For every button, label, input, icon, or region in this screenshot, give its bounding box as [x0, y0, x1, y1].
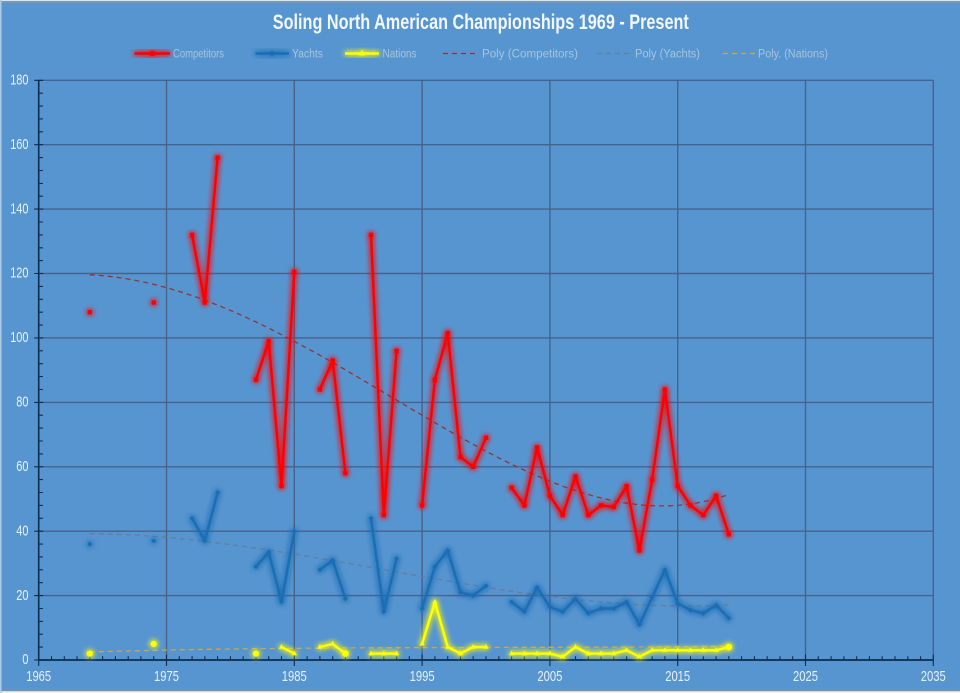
svg-text:Nations: Nations	[383, 49, 417, 61]
svg-text:160: 160	[10, 136, 28, 153]
svg-text:Poly (Competitors): Poly (Competitors)	[482, 49, 578, 61]
svg-text:80: 80	[16, 394, 28, 411]
svg-text:2005: 2005	[537, 669, 562, 685]
svg-text:120: 120	[10, 265, 28, 282]
svg-text:2035: 2035	[921, 669, 946, 685]
svg-text:Competitors: Competitors	[173, 49, 224, 61]
svg-text:100: 100	[10, 329, 28, 346]
svg-text:1965: 1965	[26, 669, 51, 685]
svg-text:Soling North American Champion: Soling North American Championships 1969…	[273, 11, 689, 34]
svg-text:180: 180	[10, 72, 28, 89]
svg-text:0: 0	[22, 651, 28, 668]
svg-text:Poly. (Nations): Poly. (Nations)	[758, 49, 828, 61]
svg-text:1985: 1985	[282, 669, 307, 685]
svg-text:1995: 1995	[410, 669, 435, 685]
svg-text:Yachts: Yachts	[292, 49, 323, 61]
svg-text:2015: 2015	[665, 669, 690, 685]
svg-text:40: 40	[16, 522, 28, 539]
svg-text:140: 140	[10, 200, 28, 217]
svg-text:Poly (Yachts): Poly (Yachts)	[635, 49, 700, 61]
svg-text:2025: 2025	[793, 669, 818, 685]
svg-text:20: 20	[16, 587, 28, 604]
svg-text:1975: 1975	[154, 669, 179, 685]
svg-text:60: 60	[16, 458, 28, 475]
